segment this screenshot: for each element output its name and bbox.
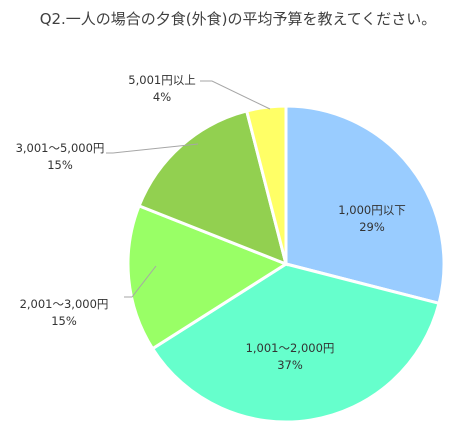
slice-value-label-5: 4%: [153, 90, 171, 104]
chart-title: Q2.一人の場合の夕食(外食)の平均予算を教えてください。: [40, 10, 437, 28]
leader-line-3: [124, 265, 157, 298]
slice-label-3: 2,001～3,000円: [20, 297, 109, 311]
slice-label-1: 1,000円以下: [338, 203, 405, 217]
pie-slices: [126, 104, 446, 424]
slice-value-label-2: 37%: [277, 358, 303, 372]
slice-1: [284, 104, 446, 306]
leader-line-5: [200, 80, 271, 110]
leader-line-4: [106, 143, 199, 154]
slice-value-label-4: 15%: [47, 158, 73, 172]
slice-label-4: 3,001～5,000円: [16, 141, 105, 155]
slice-label-5: 5,001円以上: [128, 73, 195, 87]
slice-labels: 1,000円以下 29% 1,001～2,000円 37% 2,001～3,000円 15…: [16, 73, 406, 372]
slice-value-label-1: 29%: [359, 220, 385, 234]
leader-lines: [106, 80, 271, 298]
slice-3: [126, 203, 290, 351]
slice-value-label-3: 15%: [51, 314, 77, 328]
slice-label-2: 1,001～2,000円: [246, 341, 335, 355]
